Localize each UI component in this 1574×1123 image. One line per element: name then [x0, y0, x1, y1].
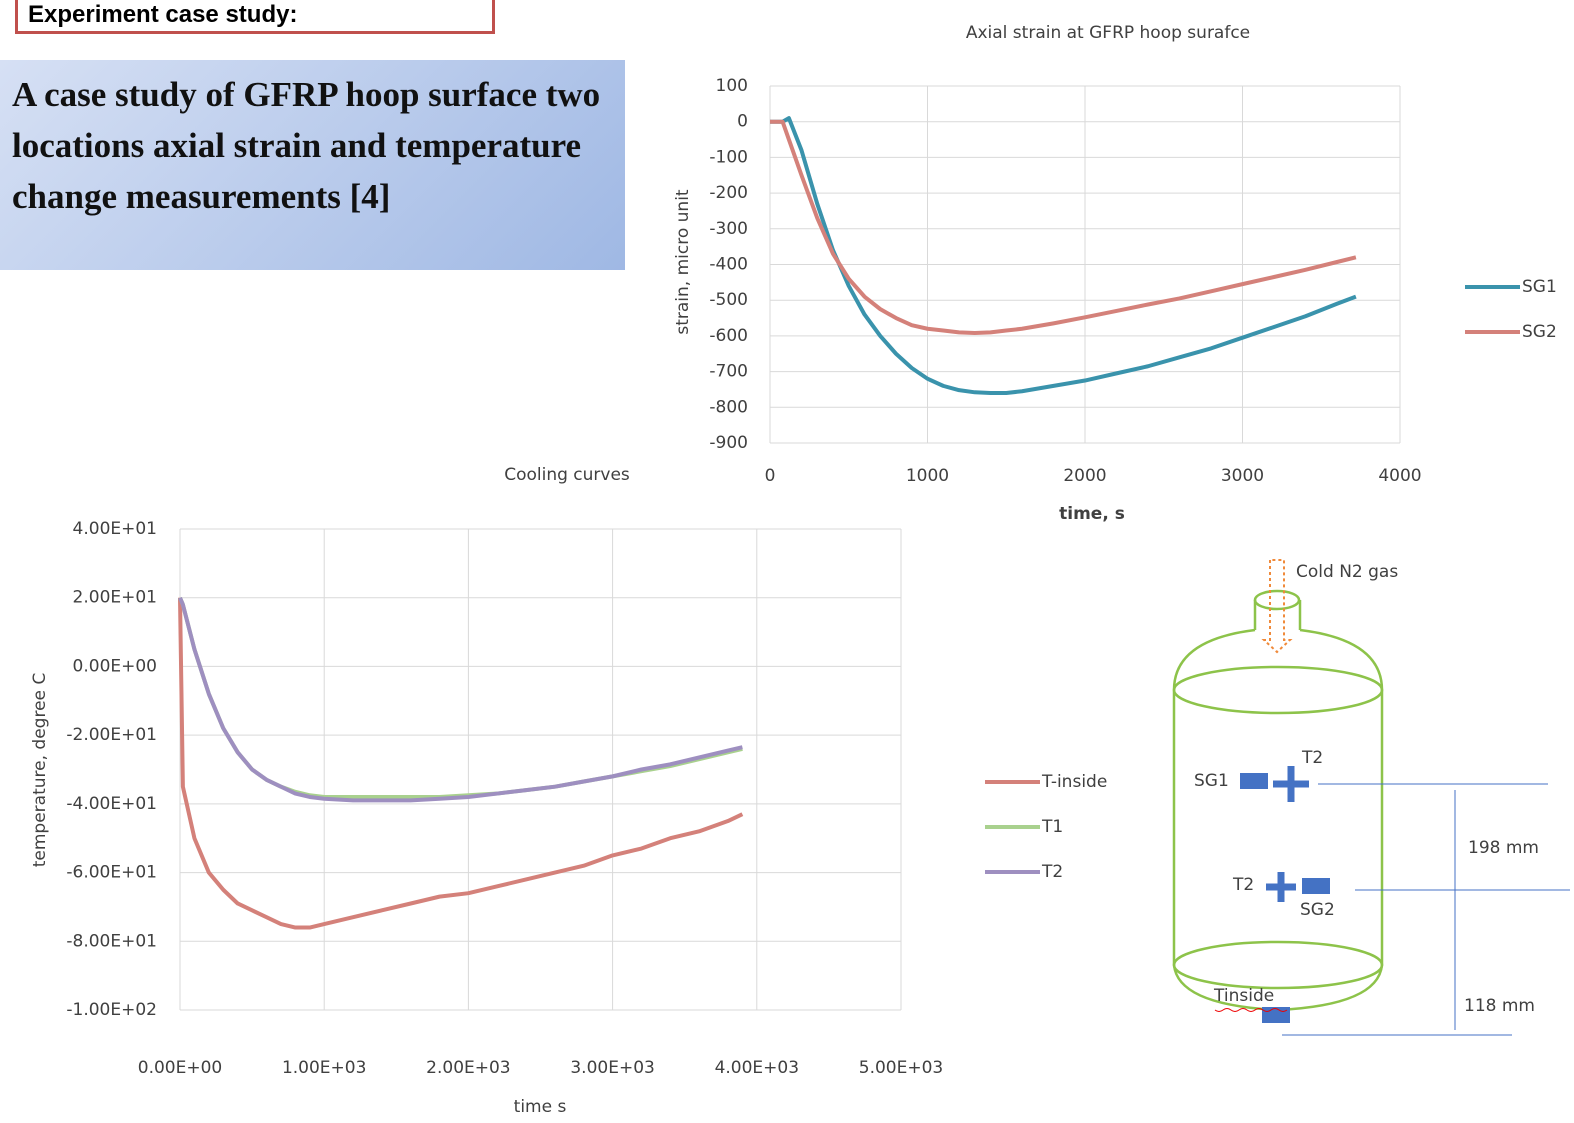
spell-underline	[1214, 1008, 1288, 1012]
diagram-label: SG1	[1194, 771, 1229, 791]
y-tick-label: -8.00E+01	[66, 931, 157, 951]
y-tick-label: -600	[709, 326, 748, 346]
legend-label: SG1	[1522, 277, 1557, 297]
gas-arrow	[1261, 559, 1293, 654]
chart-title: Axial strain at GFRP hoop surafce	[966, 23, 1250, 43]
line	[178, 596, 743, 803]
x-axis-label: time s	[514, 1097, 567, 1117]
y-tick-label: -300	[709, 219, 748, 239]
y-tick-label: -700	[709, 362, 748, 382]
line	[770, 116, 1357, 396]
legend-label: T-inside	[1041, 772, 1107, 792]
x-tick-label: 4.00E+03	[715, 1058, 799, 1078]
tank-body	[1172, 690, 1384, 1012]
y-tick-label: -4.00E+01	[66, 794, 157, 814]
y-axis-label: strain, micro unit	[673, 189, 693, 335]
diagram-label: T2	[1301, 748, 1323, 768]
tank-rim	[1172, 665, 1384, 715]
diagram-label: 198 mm	[1468, 838, 1539, 858]
x-tick-label: 0.00E+00	[138, 1058, 222, 1078]
x-tick-label: 1.00E+03	[282, 1058, 366, 1078]
description: A case study of GFRP hoop surface two lo…	[0, 60, 625, 270]
y-tick-label: -400	[709, 255, 748, 275]
y-tick-label: 0	[737, 112, 748, 132]
tank-base	[1172, 940, 1384, 990]
diagram	[1172, 559, 1570, 1036]
y-tick-label: -6.00E+01	[66, 863, 157, 883]
x-tick-label: 2.00E+03	[426, 1058, 510, 1078]
t2-sensor	[1266, 872, 1296, 902]
diagram-label: SG2	[1300, 900, 1335, 920]
sg2-gauge	[1302, 878, 1330, 894]
x-tick-label: 1000	[906, 466, 949, 486]
neck	[1253, 600, 1302, 630]
diagram-label: 118 mm	[1464, 996, 1535, 1016]
y-axis-label: temperature, degree C	[30, 673, 50, 868]
y-tick-label: -500	[709, 290, 748, 310]
y-tick-label: -100	[709, 147, 748, 167]
x-tick-label: 5.00E+03	[859, 1058, 943, 1078]
y-tick-label: -1.00E+02	[66, 1000, 157, 1020]
y-tick-label: -900	[709, 433, 748, 453]
x-tick-label: 3.00E+03	[570, 1058, 654, 1078]
diagram-label: T2	[1232, 875, 1254, 895]
legend-label: T2	[1041, 862, 1063, 882]
dimension-lines	[1282, 783, 1570, 1036]
x-tick-label: 2000	[1063, 466, 1106, 486]
x-tick-label: 3000	[1221, 466, 1264, 486]
diagram-label: Cold N2 gas	[1296, 562, 1398, 582]
y-tick-label: -200	[709, 183, 748, 203]
y-tick-label: -2.00E+01	[66, 725, 157, 745]
tank-top	[1172, 628, 1384, 691]
y-tick-label: 0.00E+00	[73, 656, 157, 676]
t2-sensor-top	[1273, 766, 1309, 802]
line	[178, 597, 744, 930]
diagram-label: Tinside	[1213, 986, 1274, 1006]
chart-title: Cooling curves	[504, 465, 630, 485]
x-tick-label: 0	[765, 466, 776, 486]
header: Experiment case study:	[15, 0, 495, 34]
y-tick-label: 2.00E+01	[73, 588, 157, 608]
y-tick-label: 4.00E+01	[73, 519, 157, 539]
neck-top	[1253, 589, 1301, 611]
x-tick-label: 4000	[1378, 466, 1421, 486]
y-tick-label: -800	[709, 397, 748, 417]
x-axis-label: time, s	[1059, 504, 1125, 524]
legend-label: SG2	[1522, 322, 1557, 342]
y-tick-label: 100	[716, 76, 748, 96]
sg1-gauge	[1240, 773, 1268, 789]
tinside-gauge	[1262, 1007, 1290, 1023]
legend-label: T1	[1041, 817, 1063, 837]
line	[770, 119, 1357, 336]
